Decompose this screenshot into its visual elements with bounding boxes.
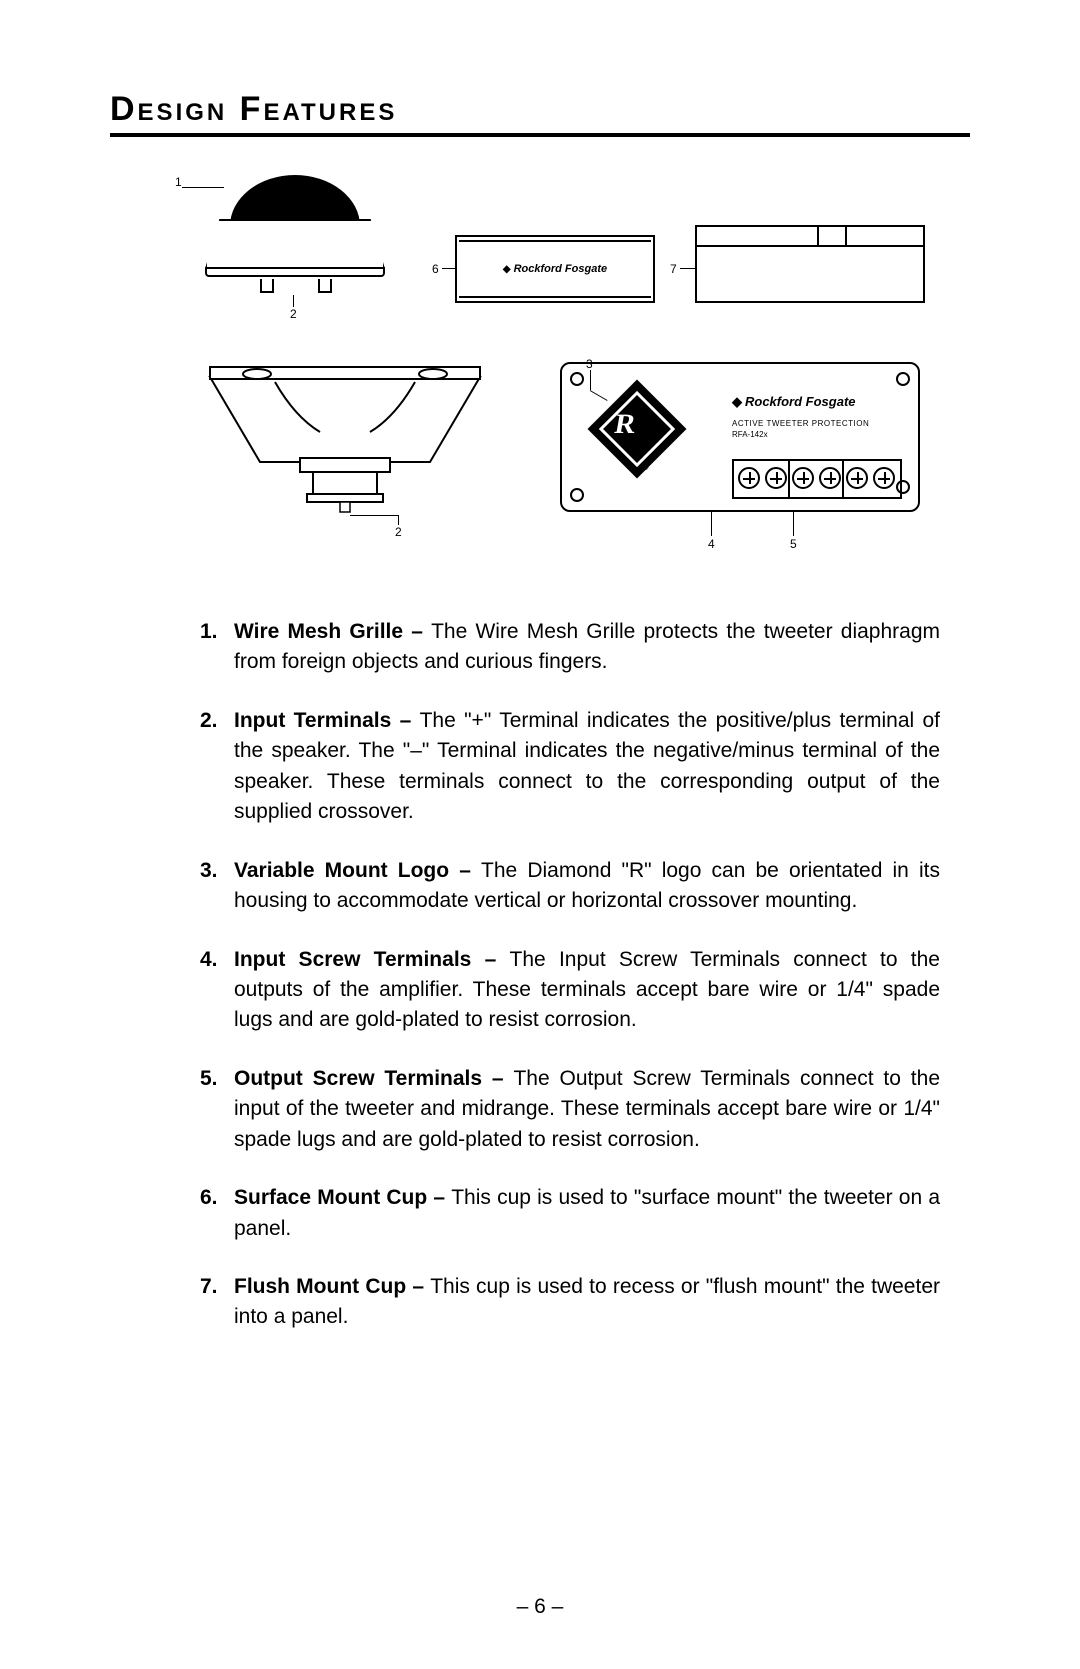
feature-item: 6. Surface Mount Cup – This cup is used … xyxy=(200,1183,940,1244)
midrange-speaker-illustration xyxy=(205,362,485,522)
feature-item: 2. Input Terminals – The "+" Terminal in… xyxy=(200,706,940,828)
feature-number: 5. xyxy=(200,1064,234,1155)
callout-2a: 2 xyxy=(290,307,297,321)
design-features-diagram: 1 2 Rockford Fosgate 6 7 xyxy=(150,167,930,587)
feature-number: 2. xyxy=(200,706,234,828)
callout-2b: 2 xyxy=(395,525,402,539)
crossover-illustration: R ® Rockford Fosgate ACTIVE TWEETER PROT… xyxy=(560,362,920,542)
feature-number: 3. xyxy=(200,856,234,917)
callout-1: 1 xyxy=(175,175,182,189)
feature-item: 7. Flush Mount Cup – This cup is used to… xyxy=(200,1272,940,1333)
section-title: Design Features xyxy=(110,90,970,137)
flush-mount-cup-illustration xyxy=(695,225,925,303)
terminal-strip xyxy=(732,459,902,499)
registered-mark: ® xyxy=(642,462,649,472)
feature-item: 4. Input Screw Terminals – The Input Scr… xyxy=(200,945,940,1036)
feature-title: Wire Mesh Grille – xyxy=(234,620,431,643)
surface-mount-cup-illustration: Rockford Fosgate xyxy=(455,235,655,303)
crossover-label-2: RFA-142x xyxy=(732,430,768,439)
feature-item: 1. Wire Mesh Grille – The Wire Mesh Gril… xyxy=(200,617,940,678)
brand-logo-small-1: Rockford Fosgate xyxy=(503,263,607,275)
callout-5: 5 xyxy=(790,537,797,551)
feature-item: 5. Output Screw Terminals – The Output S… xyxy=(200,1064,940,1155)
feature-title: Input Screw Terminals – xyxy=(234,948,510,971)
callout-6: 6 xyxy=(432,262,439,276)
feature-number: 1. xyxy=(200,617,234,678)
feature-number: 4. xyxy=(200,945,234,1036)
callout-7: 7 xyxy=(670,262,677,276)
page-number: – 6 – xyxy=(0,1595,1080,1619)
feature-title: Surface Mount Cup – xyxy=(234,1186,451,1209)
feature-title: Output Screw Terminals – xyxy=(234,1067,513,1090)
feature-title: Flush Mount Cup – xyxy=(234,1275,430,1298)
tweeter-illustration xyxy=(180,167,410,317)
brand-logo-small-2: Rockford Fosgate xyxy=(732,394,856,410)
features-list: 1. Wire Mesh Grille – The Wire Mesh Gril… xyxy=(200,617,940,1333)
crossover-label-1: ACTIVE TWEETER PROTECTION xyxy=(732,419,869,428)
callout-3: 3 xyxy=(586,357,593,371)
feature-title: Variable Mount Logo – xyxy=(234,859,481,882)
feature-title: Input Terminals – xyxy=(234,709,420,732)
feature-number: 6. xyxy=(200,1183,234,1244)
feature-number: 7. xyxy=(200,1272,234,1333)
callout-4: 4 xyxy=(708,537,715,551)
feature-item: 3. Variable Mount Logo – The Diamond "R"… xyxy=(200,856,940,917)
